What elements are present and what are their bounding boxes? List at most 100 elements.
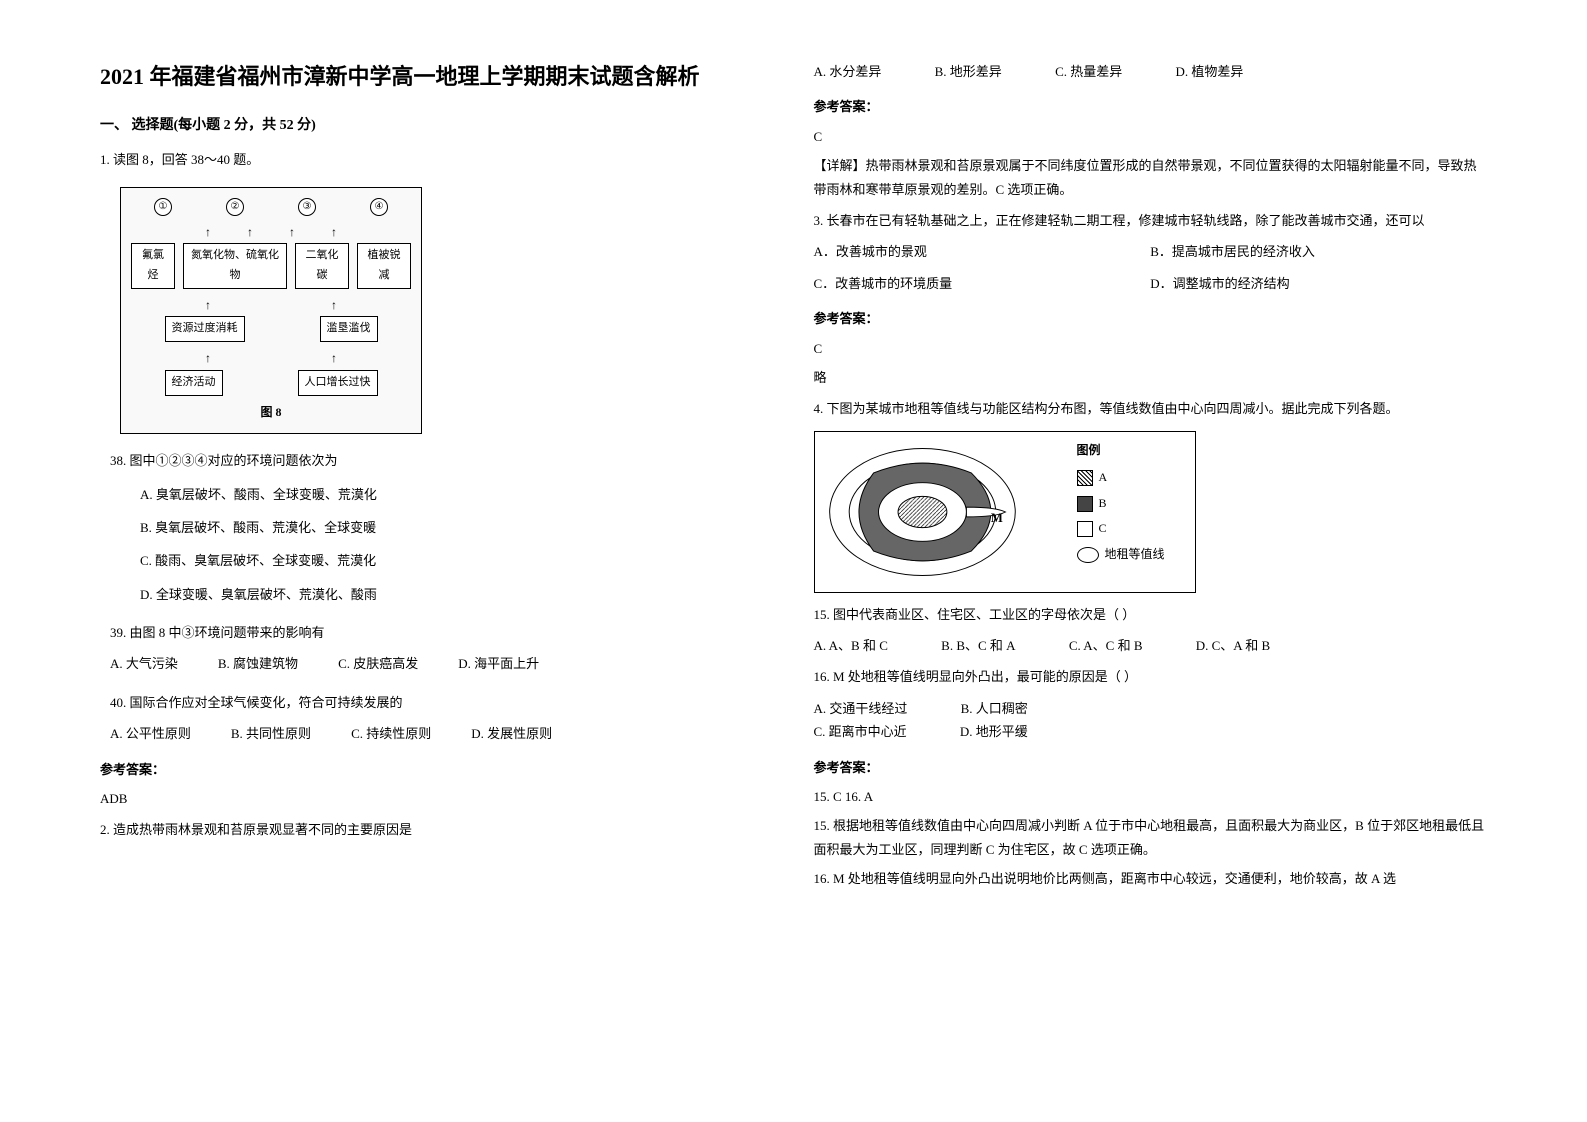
q38: 38. 图中①②③④对应的环境问题依次为 A. 臭氧层破坏、酸雨、全球变暖、荒漠… bbox=[110, 449, 774, 606]
q3-answer: C bbox=[814, 337, 1488, 360]
contour-icon bbox=[1077, 547, 1099, 563]
page-title: 2021 年福建省福州市漳新中学高一地理上学期期末试题含解析 bbox=[100, 60, 774, 93]
q38-stem: 38. 图中①②③④对应的环境问题依次为 bbox=[110, 449, 774, 472]
q3-options-row2: C．改善城市的环境质量 D．调整城市的经济结构 bbox=[814, 272, 1488, 295]
q4-answer-label: 参考答案： bbox=[814, 756, 1488, 779]
q38-opt-b: B. 臭氧层破坏、酸雨、荒漠化、全球变暖 bbox=[140, 516, 774, 539]
q2-opt-b: B. 地形差异 bbox=[935, 64, 1002, 79]
svg-text:M: M bbox=[990, 510, 1002, 524]
box-nox-sox: 氮氧化物、硫氧化物 bbox=[183, 243, 287, 289]
q40-stem: 40. 国际合作应对全球气候变化，符合可持续发展的 bbox=[110, 691, 774, 714]
q2-options: A. 水分差异 B. 地形差异 C. 热量差异 D. 植物差异 bbox=[814, 60, 1488, 83]
box-economy: 经济活动 bbox=[165, 370, 223, 396]
right-column: A. 水分差异 B. 地形差异 C. 热量差异 D. 植物差异 参考答案： C … bbox=[794, 60, 1508, 1062]
q4-stem: 4. 下图为某城市地租等值线与功能区结构分布图，等值线数值由中心向四周减小。据此… bbox=[814, 397, 1488, 420]
box-population: 人口增长过快 bbox=[298, 370, 378, 396]
swatch-b-icon bbox=[1077, 496, 1093, 512]
q40-options: A. 公平性原则 B. 共同性原则 C. 持续性原则 D. 发展性原则 bbox=[110, 722, 774, 745]
q3-options-row1: A．改善城市的景观 B．提高城市居民的经济收入 bbox=[814, 240, 1488, 263]
circle-4: ④ bbox=[370, 198, 388, 216]
q4-explain16: 16. M 处地租等值线明显向外凸出说明地价比两侧高，距离市中心较远，交通便利，… bbox=[814, 867, 1488, 890]
q2-answer: C bbox=[814, 125, 1488, 148]
q3-opt-d: D．调整城市的经济结构 bbox=[1150, 272, 1487, 295]
box-veg: 植被锐减 bbox=[357, 243, 411, 289]
exam-page: 2021 年福建省福州市漳新中学高一地理上学期期末试题含解析 一、 选择题(每小… bbox=[0, 0, 1587, 1122]
legend-c: C bbox=[1077, 518, 1187, 540]
legend-a-label: A bbox=[1099, 467, 1108, 489]
q39-opt-b: B. 腐蚀建筑物 bbox=[218, 652, 298, 675]
q2-explain: 【详解】热带雨林景观和苔原景观属于不同纬度位置形成的自然带景观，不同位置获得的太… bbox=[814, 154, 1488, 201]
q40-opt-c: C. 持续性原则 bbox=[351, 722, 431, 745]
q1-answer-label: 参考答案： bbox=[100, 758, 774, 781]
box-deforest: 滥垦滥伐 bbox=[320, 316, 378, 342]
q3-opt-b: B．提高城市居民的经济收入 bbox=[1150, 240, 1487, 263]
figure-8-diagram: ① ② ③ ④ ↑ ↑ ↑ ↑ 氟氯烃 氮氧化物、硫氧化物 二氧化碳 植被锐减 … bbox=[120, 187, 422, 435]
legend-c-label: C bbox=[1099, 518, 1107, 540]
q3-answer-label: 参考答案： bbox=[814, 307, 1488, 330]
circle-1: ① bbox=[154, 198, 172, 216]
q4-answer: 15. C 16. A bbox=[814, 785, 1488, 808]
q2-opt-c: C. 热量差异 bbox=[1055, 64, 1122, 79]
q38-opt-c: C. 酸雨、臭氧层破坏、全球变暖、荒漠化 bbox=[140, 549, 774, 572]
q4-explain15: 15. 根据地租等值线数值由中心向四周减小判断 A 位于市中心地租最高，且面积最… bbox=[814, 814, 1488, 861]
q40-opt-b: B. 共同性原则 bbox=[231, 722, 311, 745]
box-cfc: 氟氯烃 bbox=[131, 243, 175, 289]
q1-stem: 1. 读图 8，回答 38～40 题。 bbox=[100, 148, 774, 171]
swatch-c-icon bbox=[1077, 521, 1093, 537]
q15-opt-b: B. B、C 和 A bbox=[941, 638, 1015, 653]
q3-opt-a: A．改善城市的景观 bbox=[814, 240, 1151, 263]
arrows-row2: ↑ ↑ bbox=[131, 295, 411, 317]
arrows-row1: ↑ ↑ ↑ ↑ bbox=[131, 222, 411, 244]
q15-opt-c: C. A、C 和 B bbox=[1069, 638, 1143, 653]
legend-contour: 地租等值线 bbox=[1077, 544, 1187, 566]
city-map: M bbox=[815, 432, 1069, 592]
q38-options: A. 臭氧层破坏、酸雨、全球变暖、荒漠化 B. 臭氧层破坏、酸雨、荒漠化、全球变… bbox=[140, 483, 774, 607]
q39-opt-d: D. 海平面上升 bbox=[458, 652, 539, 675]
q15-opt-d: D. C、A 和 B bbox=[1196, 638, 1270, 653]
q1-answer: ADB bbox=[100, 787, 774, 810]
legend-b: B bbox=[1077, 493, 1187, 515]
q16-opt-b: B. 人口稠密 bbox=[961, 701, 1028, 716]
q3-explain: 略 bbox=[814, 366, 1488, 389]
q38-opt-d: D. 全球变暖、臭氧层破坏、荒漠化、酸雨 bbox=[140, 583, 774, 606]
q15-stem: 15. 图中代表商业区、住宅区、工业区的字母依次是（ ） bbox=[814, 603, 1488, 626]
legend-title: 图例 bbox=[1077, 440, 1187, 462]
q39-opt-c: C. 皮肤癌高发 bbox=[338, 652, 418, 675]
arrows-row3: ↑ ↑ bbox=[131, 348, 411, 370]
q40: 40. 国际合作应对全球气候变化，符合可持续发展的 A. 公平性原则 B. 共同… bbox=[110, 691, 774, 746]
q2-opt-d: D. 植物差异 bbox=[1175, 64, 1243, 79]
q40-opt-d: D. 发展性原则 bbox=[471, 722, 552, 745]
box-resource: 资源过度消耗 bbox=[165, 316, 245, 342]
q16-opt-a: A. 交通干线经过 bbox=[814, 701, 908, 716]
q39-opt-a: A. 大气污染 bbox=[110, 652, 178, 675]
legend-contour-label: 地租等值线 bbox=[1105, 544, 1165, 566]
swatch-a-icon bbox=[1077, 470, 1093, 486]
q16-stem: 16. M 处地租等值线明显向外凸出，最可能的原因是（ ） bbox=[814, 665, 1488, 688]
q2-stem: 2. 造成热带雨林景观和苔原景观显著不同的主要原因是 bbox=[100, 818, 774, 841]
left-column: 2021 年福建省福州市漳新中学高一地理上学期期末试题含解析 一、 选择题(每小… bbox=[80, 60, 794, 1062]
legend-a: A bbox=[1077, 467, 1187, 489]
circle-3: ③ bbox=[298, 198, 316, 216]
legend: 图例 A B C 地租等值线 bbox=[1069, 432, 1195, 592]
q15-opt-a: A. A、B 和 C bbox=[814, 638, 888, 653]
circle-2: ② bbox=[226, 198, 244, 216]
q2-opt-a: A. 水分差异 bbox=[814, 64, 882, 79]
q2-answer-label: 参考答案： bbox=[814, 95, 1488, 118]
legend-b-label: B bbox=[1099, 493, 1107, 515]
city-map-svg: M bbox=[815, 432, 1069, 592]
q39-options: A. 大气污染 B. 腐蚀建筑物 C. 皮肤癌高发 D. 海平面上升 bbox=[110, 652, 774, 675]
q16-options-row1: A. 交通干线经过 B. 人口稠密 bbox=[814, 697, 1488, 720]
q16-opt-c: C. 距离市中心近 bbox=[814, 724, 907, 739]
q39-stem: 39. 由图 8 中③环境问题带来的影响有 bbox=[110, 621, 774, 644]
box-co2: 二氧化碳 bbox=[295, 243, 349, 289]
figure-caption: 图 8 bbox=[131, 402, 411, 424]
q15-options: A. A、B 和 C B. B、C 和 A C. A、C 和 B D. C、A … bbox=[814, 634, 1488, 657]
city-rent-diagram: M 图例 A B C 地租等值线 bbox=[814, 431, 1196, 593]
q3-opt-c: C．改善城市的环境质量 bbox=[814, 272, 1151, 295]
q39: 39. 由图 8 中③环境问题带来的影响有 A. 大气污染 B. 腐蚀建筑物 C… bbox=[110, 621, 774, 676]
q40-opt-a: A. 公平性原则 bbox=[110, 722, 191, 745]
q16-opt-d: D. 地形平缓 bbox=[960, 724, 1028, 739]
q38-opt-a: A. 臭氧层破坏、酸雨、全球变暖、荒漠化 bbox=[140, 483, 774, 506]
q16-options-row2: C. 距离市中心近 D. 地形平缓 bbox=[814, 720, 1488, 743]
q3-stem: 3. 长春市在已有轻轨基础之上，正在修建轻轨二期工程，修建城市轻轨线路，除了能改… bbox=[814, 209, 1488, 232]
